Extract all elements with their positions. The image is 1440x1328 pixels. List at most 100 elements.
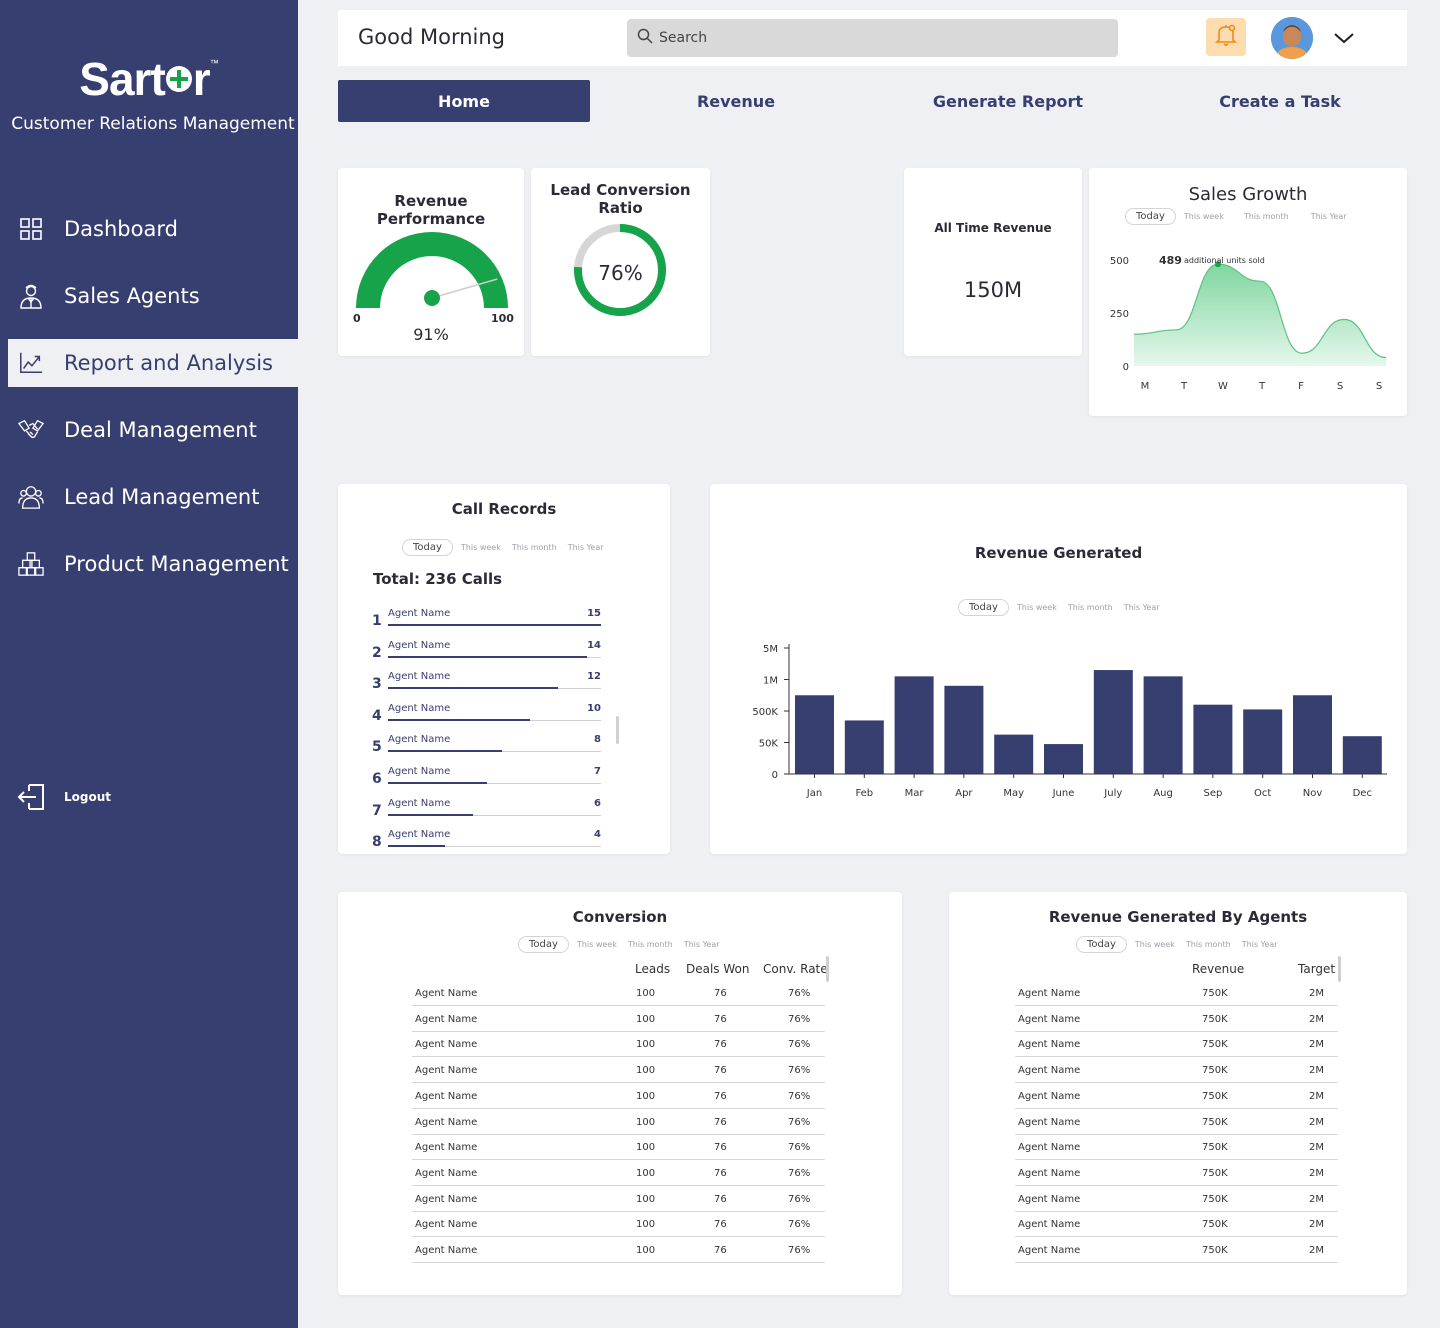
leads-value: 100 — [636, 1245, 656, 1256]
logout-label: Logout — [64, 790, 112, 804]
filter-today[interactable]: Today — [518, 936, 569, 953]
target-value: 2M — [1309, 1219, 1324, 1231]
x-tick-label: May — [1003, 788, 1024, 799]
tab-revenue[interactable]: Revenue — [696, 91, 776, 111]
leads-value: 100 — [636, 1090, 656, 1102]
filter-month[interactable]: This month — [1243, 212, 1289, 221]
logout-button[interactable]: Logout — [8, 780, 208, 814]
x-tick-label: Aug — [1153, 788, 1173, 799]
filter-year[interactable]: This Year — [1310, 212, 1347, 221]
revenue-performance-card: Revenue Performance 0 100 91% — [338, 168, 524, 356]
tab-generate-report[interactable]: Generate Report — [932, 91, 1084, 111]
bar-apr — [944, 685, 984, 774]
filter-today[interactable]: Today — [402, 539, 453, 556]
all-time-revenue-card: All Time Revenue 150M — [904, 168, 1082, 356]
scrollbar[interactable] — [826, 956, 829, 982]
sidebar-item-product-management[interactable]: Product Management — [8, 540, 298, 588]
greeting-text: Good Morning — [358, 25, 505, 49]
filter-year[interactable]: This Year — [1241, 940, 1278, 949]
filter-week[interactable]: This week — [460, 543, 501, 552]
agent-name: Agent Name — [1018, 1013, 1081, 1025]
y-tick-label: 500 — [1110, 256, 1129, 267]
gauge-chart — [356, 232, 508, 308]
tab-home[interactable]: Home — [338, 80, 590, 122]
y-tick-label: 500K — [752, 707, 778, 718]
filter-week[interactable]: This week — [576, 940, 617, 949]
search-input[interactable] — [659, 30, 1059, 46]
x-tick-label: T — [1258, 381, 1266, 392]
filter-week[interactable]: This week — [1016, 603, 1057, 612]
sidebar-item-deal-management[interactable]: Deal Management — [8, 406, 298, 454]
call-count: 6 — [594, 797, 601, 809]
agent-name: Agent Name — [388, 797, 451, 809]
deals-won-value: 76 — [714, 1245, 727, 1256]
scrollbar[interactable] — [616, 716, 619, 744]
search-bar[interactable] — [627, 19, 1118, 57]
call-bar — [388, 718, 530, 721]
call-rank: 5 — [372, 739, 382, 756]
conv-rate-value: 76% — [788, 1245, 811, 1256]
sidebar-item-sales-agents[interactable]: Sales Agents — [8, 272, 298, 320]
time-filter: Today This week This month This Year — [518, 936, 731, 953]
peak-note: additional units sold — [1184, 256, 1265, 265]
table-row: Agent Name 750K 2M — [1015, 1237, 1338, 1263]
notification-button[interactable] — [1206, 18, 1246, 56]
deals-won-value: 76 — [714, 1142, 727, 1154]
filter-year[interactable]: This Year — [1123, 603, 1160, 612]
tab-create-task[interactable]: Create a Task — [1219, 91, 1341, 111]
call-bar — [388, 624, 601, 626]
x-tick-label: S — [1376, 381, 1382, 392]
y-tick-label: 0 — [1123, 362, 1129, 373]
filter-year[interactable]: This Year — [683, 940, 720, 949]
x-tick-label: Nov — [1303, 788, 1323, 799]
sales-area — [1134, 264, 1386, 366]
revenue-generated-card: Revenue Generated Today This week This m… — [710, 484, 1407, 854]
filter-today[interactable]: Today — [1076, 936, 1127, 953]
scrollbar[interactable] — [1338, 956, 1341, 982]
agent-name: Agent Name — [415, 1167, 478, 1179]
filter-week[interactable]: This week — [1183, 212, 1224, 221]
x-tick-label: M — [1141, 381, 1150, 392]
revenue-value: 750K — [1202, 1245, 1228, 1256]
call-rank: 8 — [372, 834, 382, 851]
bar-mar — [894, 676, 934, 774]
agent-name: Agent Name — [1018, 988, 1081, 999]
filter-month[interactable]: This month — [627, 940, 673, 949]
x-tick-label: Sep — [1203, 788, 1222, 799]
agent-name: Agent Name — [1018, 1039, 1081, 1051]
sidebar-item-label: Dashboard — [64, 217, 178, 241]
search-icon — [637, 28, 653, 48]
filter-year[interactable]: This Year — [567, 543, 604, 552]
agent-name: Agent Name — [1018, 1193, 1081, 1205]
revenue-value: 750K — [1202, 988, 1228, 999]
avatar[interactable] — [1271, 17, 1313, 59]
leads-value: 100 — [636, 1142, 656, 1154]
sidebar-item-dashboard[interactable]: Dashboard — [8, 205, 298, 253]
bar-sep — [1193, 704, 1233, 774]
x-tick-label: July — [1103, 788, 1122, 799]
sidebar-item-label: Lead Management — [64, 485, 260, 509]
agent-name: Agent Name — [388, 639, 451, 651]
chevron-down-icon[interactable] — [1333, 28, 1355, 48]
filter-month[interactable]: This month — [1067, 603, 1113, 612]
all-time-revenue-value: 150M — [963, 278, 1023, 302]
sidebar-item-report-and-analysis[interactable]: Report and Analysis — [8, 339, 298, 387]
deals-won-value: 76 — [714, 1013, 727, 1025]
conv-rate-value: 76% — [788, 988, 811, 999]
filter-week[interactable]: This week — [1134, 940, 1175, 949]
filter-month[interactable]: This month — [511, 543, 557, 552]
conv-rate-value: 76% — [788, 1142, 811, 1154]
filter-month[interactable]: This month — [1185, 940, 1231, 949]
agent-name: Agent Name — [388, 829, 451, 841]
table-row: Agent Name 750K 2M — [1015, 1186, 1338, 1212]
table-row: Agent Name 100 76 76% — [412, 1237, 825, 1263]
filter-today[interactable]: Today — [1125, 208, 1176, 225]
call-rank: 4 — [372, 707, 382, 724]
table-row: Agent Name 750K 2M — [1015, 1211, 1338, 1238]
donut-arc — [574, 224, 666, 316]
filter-today[interactable]: Today — [958, 599, 1009, 616]
x-tick-label: Oct — [1254, 788, 1271, 799]
sidebar-item-lead-management[interactable]: Lead Management — [8, 473, 298, 521]
agent-name: Agent Name — [415, 988, 478, 999]
call-track — [388, 814, 601, 816]
